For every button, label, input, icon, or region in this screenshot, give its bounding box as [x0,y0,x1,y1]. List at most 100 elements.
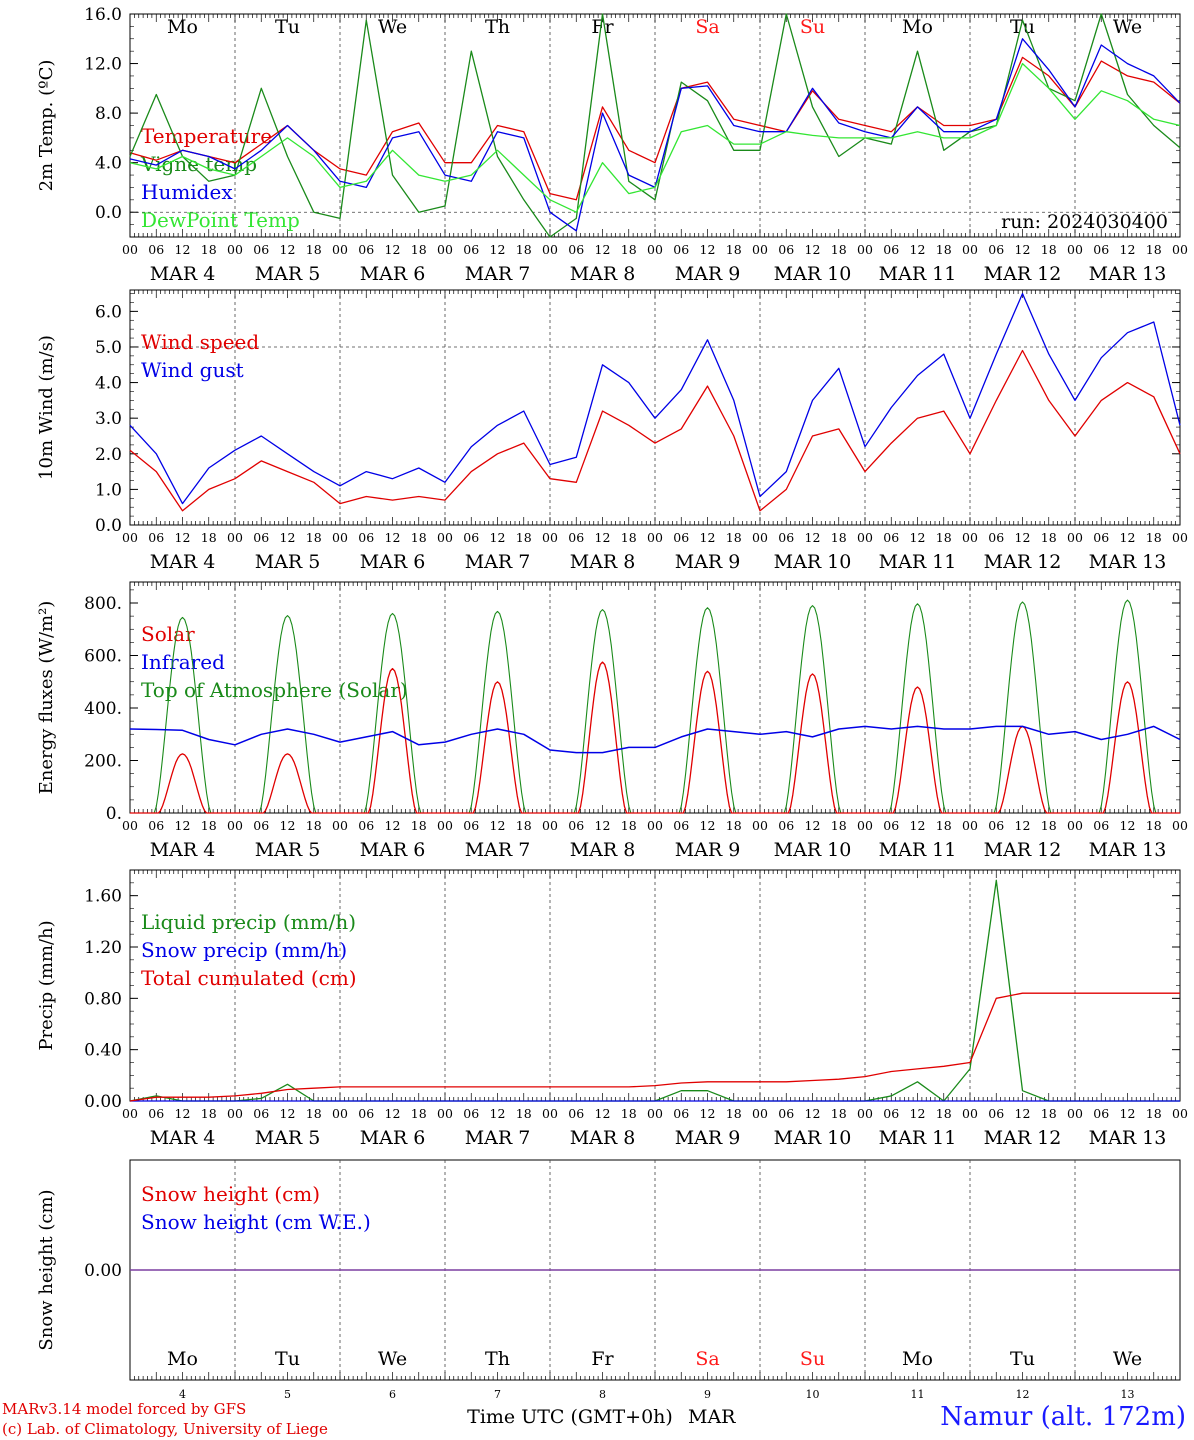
y-tick-label: 600. [84,647,122,667]
date-label: MAR 9 [675,551,741,573]
hour-label: 00 [962,1106,978,1121]
hour-label: 12 [385,818,401,833]
date-label: MAR 12 [984,1127,1062,1149]
date-label: MAR 5 [255,839,321,861]
date-label: MAR 13 [1089,551,1167,573]
hour-label: 18 [936,818,952,833]
y-tick-label: 1.20 [84,938,122,958]
hour-label: 12 [1120,818,1136,833]
hour-label: 18 [621,530,637,545]
hour-label: 06 [358,530,374,545]
day-number-label: 11 [911,1388,925,1401]
hour-label: 06 [358,242,374,257]
hour-label: 18 [1041,530,1057,545]
hour-label: 12 [280,530,296,545]
date-label: MAR 11 [879,839,957,861]
legend-entry: Humidex [141,180,233,204]
hour-label: 12 [700,242,716,257]
hour-label: 00 [857,530,873,545]
hour-label: 00 [857,242,873,257]
hour-label: 06 [673,818,689,833]
hour-label: 06 [1093,242,1109,257]
hour-label: 12 [910,530,926,545]
y-tick-label: 5.0 [95,338,122,358]
legend-entry: Snow height (cm) [141,1182,320,1206]
hour-label: 06 [778,530,794,545]
hour-label: 06 [253,242,269,257]
hour-label: 00 [542,530,558,545]
hour-label: 12 [700,818,716,833]
weekday-label: Su [800,1348,825,1370]
date-label: MAR 7 [465,839,531,861]
hour-label: 12 [490,1106,506,1121]
day-number-label: 4 [179,1388,186,1401]
hour-label: 06 [673,530,689,545]
date-label: MAR 4 [150,1127,216,1149]
hour-label: 00 [647,530,663,545]
hour-label: 12 [175,242,191,257]
hour-label: 06 [778,1106,794,1121]
weekday-label: Mo [167,1348,198,1370]
hour-label: 00 [122,1106,138,1121]
hour-label: 00 [752,1106,768,1121]
hour-label: 06 [148,818,164,833]
hour-label: 12 [805,530,821,545]
hour-label: 18 [411,818,427,833]
hour-label: 18 [411,1106,427,1121]
hour-label: 12 [385,242,401,257]
weekday-label: We [1113,16,1142,38]
date-label: MAR 8 [570,1127,636,1149]
time-axis-month: MAR [688,1406,736,1428]
hour-label: 12 [910,242,926,257]
hour-label: 18 [516,242,532,257]
legend-entry: Temperature [141,124,272,148]
hour-label: 18 [1146,818,1162,833]
hour-label: 06 [568,242,584,257]
date-label: MAR 9 [675,263,741,285]
hour-label: 12 [805,818,821,833]
hour-label: 06 [253,818,269,833]
y-tick-label: 3.0 [95,409,122,429]
run-label: run: 2024030400 [1001,211,1168,233]
weekday-label: Sa [695,16,719,38]
hour-label: 18 [831,1106,847,1121]
date-label: MAR 7 [465,551,531,573]
hour-label: 06 [148,1106,164,1121]
day-number-label: 8 [599,1388,606,1401]
date-label: MAR 7 [465,263,531,285]
hour-label: 06 [883,530,899,545]
hour-label: 18 [621,242,637,257]
hour-label: 06 [463,242,479,257]
hour-label: 06 [883,242,899,257]
date-label: MAR 9 [675,839,741,861]
hour-label: 18 [936,530,952,545]
hour-label: 00 [752,818,768,833]
hour-label: 18 [936,1106,952,1121]
hour-label: 12 [280,242,296,257]
hour-label: 00 [1172,1106,1188,1121]
hour-label: 00 [1172,530,1188,545]
date-label: MAR 10 [774,263,852,285]
hour-label: 12 [700,530,716,545]
legend-entry: DewPoint Temp [141,208,300,232]
hour-label: 18 [516,530,532,545]
date-label: MAR 10 [774,839,852,861]
y-tick-label: 8.0 [95,104,122,124]
hour-label: 00 [962,530,978,545]
hour-label: 12 [385,530,401,545]
hour-label: 12 [490,242,506,257]
hour-label: 00 [437,530,453,545]
legend-entry: Wind speed [141,330,259,354]
hour-label: 06 [1093,530,1109,545]
y-tick-label: 400. [84,699,122,719]
hour-label: 00 [542,1106,558,1121]
hour-label: 12 [1015,242,1031,257]
y-axis-label: 10m Wind (m/s) [36,335,57,480]
hour-label: 18 [306,818,322,833]
hour-label: 18 [201,1106,217,1121]
hour-label: 18 [1146,242,1162,257]
legend-entry: Infrared [141,650,225,674]
weekday-label: Mo [167,16,198,38]
hour-label: 00 [752,530,768,545]
